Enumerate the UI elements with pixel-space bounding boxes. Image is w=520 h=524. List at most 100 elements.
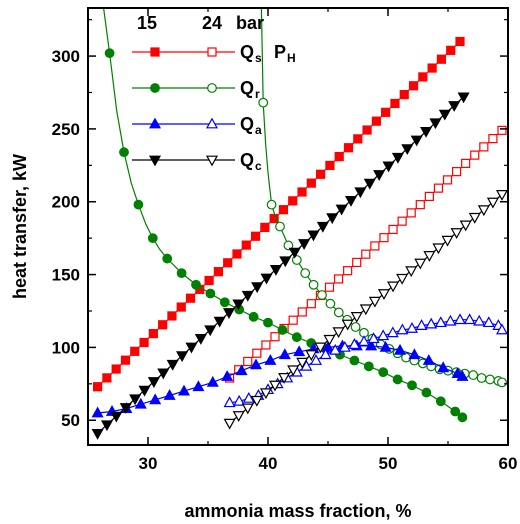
y-tick-label: 200: [52, 193, 80, 212]
legend-header: bar: [236, 13, 264, 33]
series-qs-15-point: [455, 36, 465, 47]
series-qs-24-point: [370, 241, 380, 251]
series-qr-15-point: [457, 412, 468, 423]
series-qc-24-point: [332, 327, 345, 339]
series-qc-15-point: [100, 420, 114, 432]
series-qr-24-point: [468, 370, 479, 380]
series-qa-15-point: [177, 384, 191, 396]
series-qs-15-point: [343, 143, 354, 153]
series-qa-15-point: [393, 343, 407, 355]
series-qs-15-point: [446, 45, 456, 55]
series-qa-24-point: [463, 313, 476, 325]
series-qa-24-point: [357, 335, 371, 346]
series-qc-15-point: [176, 351, 189, 363]
series-qs-15-point: [381, 107, 391, 117]
series-qc-15-point: [401, 144, 414, 156]
series-qs-24-point: [297, 307, 307, 317]
series-qc-24-point: [368, 296, 381, 308]
legend-qs-marker-filled: [150, 47, 160, 57]
series-qa-24-point: [415, 319, 428, 330]
x-tick-label: 40: [259, 454, 278, 473]
series-qc-24-point: [232, 411, 245, 422]
series-qr-15-point: [435, 396, 446, 407]
series-qc-15-point: [222, 308, 236, 319]
series-qs-15-point: [436, 54, 447, 64]
series-qs-15-line: [97, 41, 461, 388]
series-qr-24-point: [476, 373, 487, 383]
y-tick-label: 300: [52, 47, 80, 66]
series-qr-15-point: [349, 355, 360, 366]
series-qc-24-point: [468, 212, 481, 224]
series-qa-15-point: [235, 364, 248, 376]
series-qr-15-point: [291, 332, 302, 343]
series-qs-24-point: [261, 340, 271, 350]
series-qa-24-point: [444, 314, 457, 326]
series-qs-15-point: [334, 151, 344, 162]
series-qa-15-point: [456, 370, 469, 381]
x-tick-label: 50: [379, 454, 398, 473]
series-qa-15-point: [379, 340, 392, 352]
series-qc-24-point: [341, 319, 354, 331]
series-qs-24-point: [333, 274, 344, 284]
series-qs-15-point: [260, 222, 270, 232]
series-qa-24-point: [434, 316, 447, 328]
legend-qc-label: Q: [240, 150, 254, 170]
series-qs-15-point: [223, 258, 233, 268]
series-qa-15-point: [206, 375, 219, 387]
series-qc-15-point: [185, 342, 198, 354]
series-qr-15-point: [407, 380, 417, 391]
series-qr-15-point: [205, 288, 216, 299]
series-qa-24-point: [242, 391, 255, 403]
series-qr-24-point: [485, 374, 495, 385]
series-qc-15-point: [363, 178, 376, 190]
legend-qs-marker-open: [207, 47, 217, 57]
series-qs-15-point: [185, 293, 196, 303]
series-qr-24-point: [266, 199, 277, 210]
series-qc-24-point: [241, 403, 254, 415]
series-qr-15-point: [421, 387, 432, 398]
series-qc-24-point: [323, 334, 336, 346]
series-qr-24-point: [308, 279, 319, 290]
series-qc-24: [223, 190, 508, 430]
series-qs-15-point: [232, 249, 242, 259]
series-qs-24-point: [243, 356, 253, 367]
series-qc-15-point: [194, 334, 207, 345]
series-qs-15-point: [120, 355, 131, 365]
series-qc-15-point: [448, 101, 461, 112]
series-qs-24-point: [461, 158, 471, 168]
series-qc-15-point: [204, 325, 217, 337]
series-qr-24-point: [325, 298, 336, 309]
series-qs-24-point: [352, 257, 362, 268]
series-qc-15-point: [438, 109, 451, 121]
series-qa-24-point: [473, 314, 486, 326]
series-qs-24-point: [479, 142, 489, 152]
series-qc-15-point: [354, 187, 367, 199]
series-qc-24-point: [350, 312, 363, 323]
series-qc-15-point: [288, 247, 301, 259]
legend-note-sub: H: [287, 51, 296, 65]
legend-note: P: [274, 42, 286, 62]
series-qa-15-point: [192, 380, 205, 392]
series-qr-15-point: [263, 317, 273, 328]
series-qs-15-point: [111, 364, 121, 374]
series-qs-15-point: [148, 329, 158, 339]
series-qa-24: [223, 313, 508, 408]
series-qs-24: [225, 125, 507, 383]
legend-qs-label: Q: [240, 42, 254, 62]
series-qr-15-point: [162, 253, 173, 264]
series-qs-24-point: [270, 332, 280, 342]
series-qc-15-point: [429, 118, 442, 130]
series-qs-24-point: [433, 183, 444, 193]
series-qs-15-point: [213, 267, 223, 277]
series-qs-15-point: [158, 320, 168, 330]
series-qc-15-point: [326, 213, 339, 225]
series-qr-15-point: [363, 361, 374, 372]
series-qs-24-point: [288, 315, 298, 325]
series-qa-15-point: [91, 406, 104, 418]
series-qs-15-point: [427, 63, 437, 73]
series-qc-15-point: [457, 92, 470, 104]
series-qr-15-point: [277, 325, 288, 335]
series-qs-24-point: [442, 175, 453, 185]
series-qc-24-point: [459, 220, 472, 232]
